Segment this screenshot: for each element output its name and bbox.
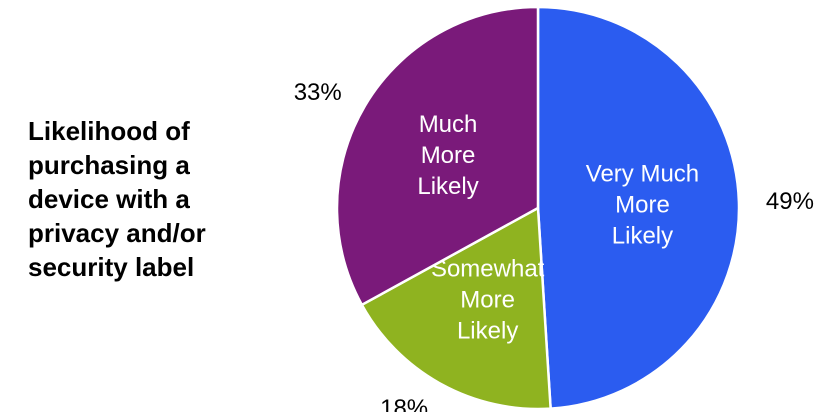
slice-label: Much More Likely xyxy=(417,111,478,200)
pie-slice xyxy=(360,206,552,411)
slice-label: Very Much More Likely xyxy=(586,161,699,250)
chart-title-line: purchasing a xyxy=(28,150,190,180)
chart-title-line: device with a xyxy=(28,184,190,214)
chart-title-line: privacy and/or xyxy=(28,218,206,248)
pie-slice xyxy=(536,5,741,410)
pie-slice xyxy=(335,5,540,307)
chart-title: Likelihood of purchasing a device with a… xyxy=(28,114,268,284)
slice-percent-label: 49% xyxy=(766,188,814,215)
chart-title-line: security label xyxy=(28,252,195,282)
slice-percent-label: 18% xyxy=(380,395,428,412)
slice-label: Somewhat More Likely xyxy=(431,256,545,345)
slice-percent-label: 33% xyxy=(294,79,342,106)
chart-title-line: Likelihood of xyxy=(28,116,190,146)
